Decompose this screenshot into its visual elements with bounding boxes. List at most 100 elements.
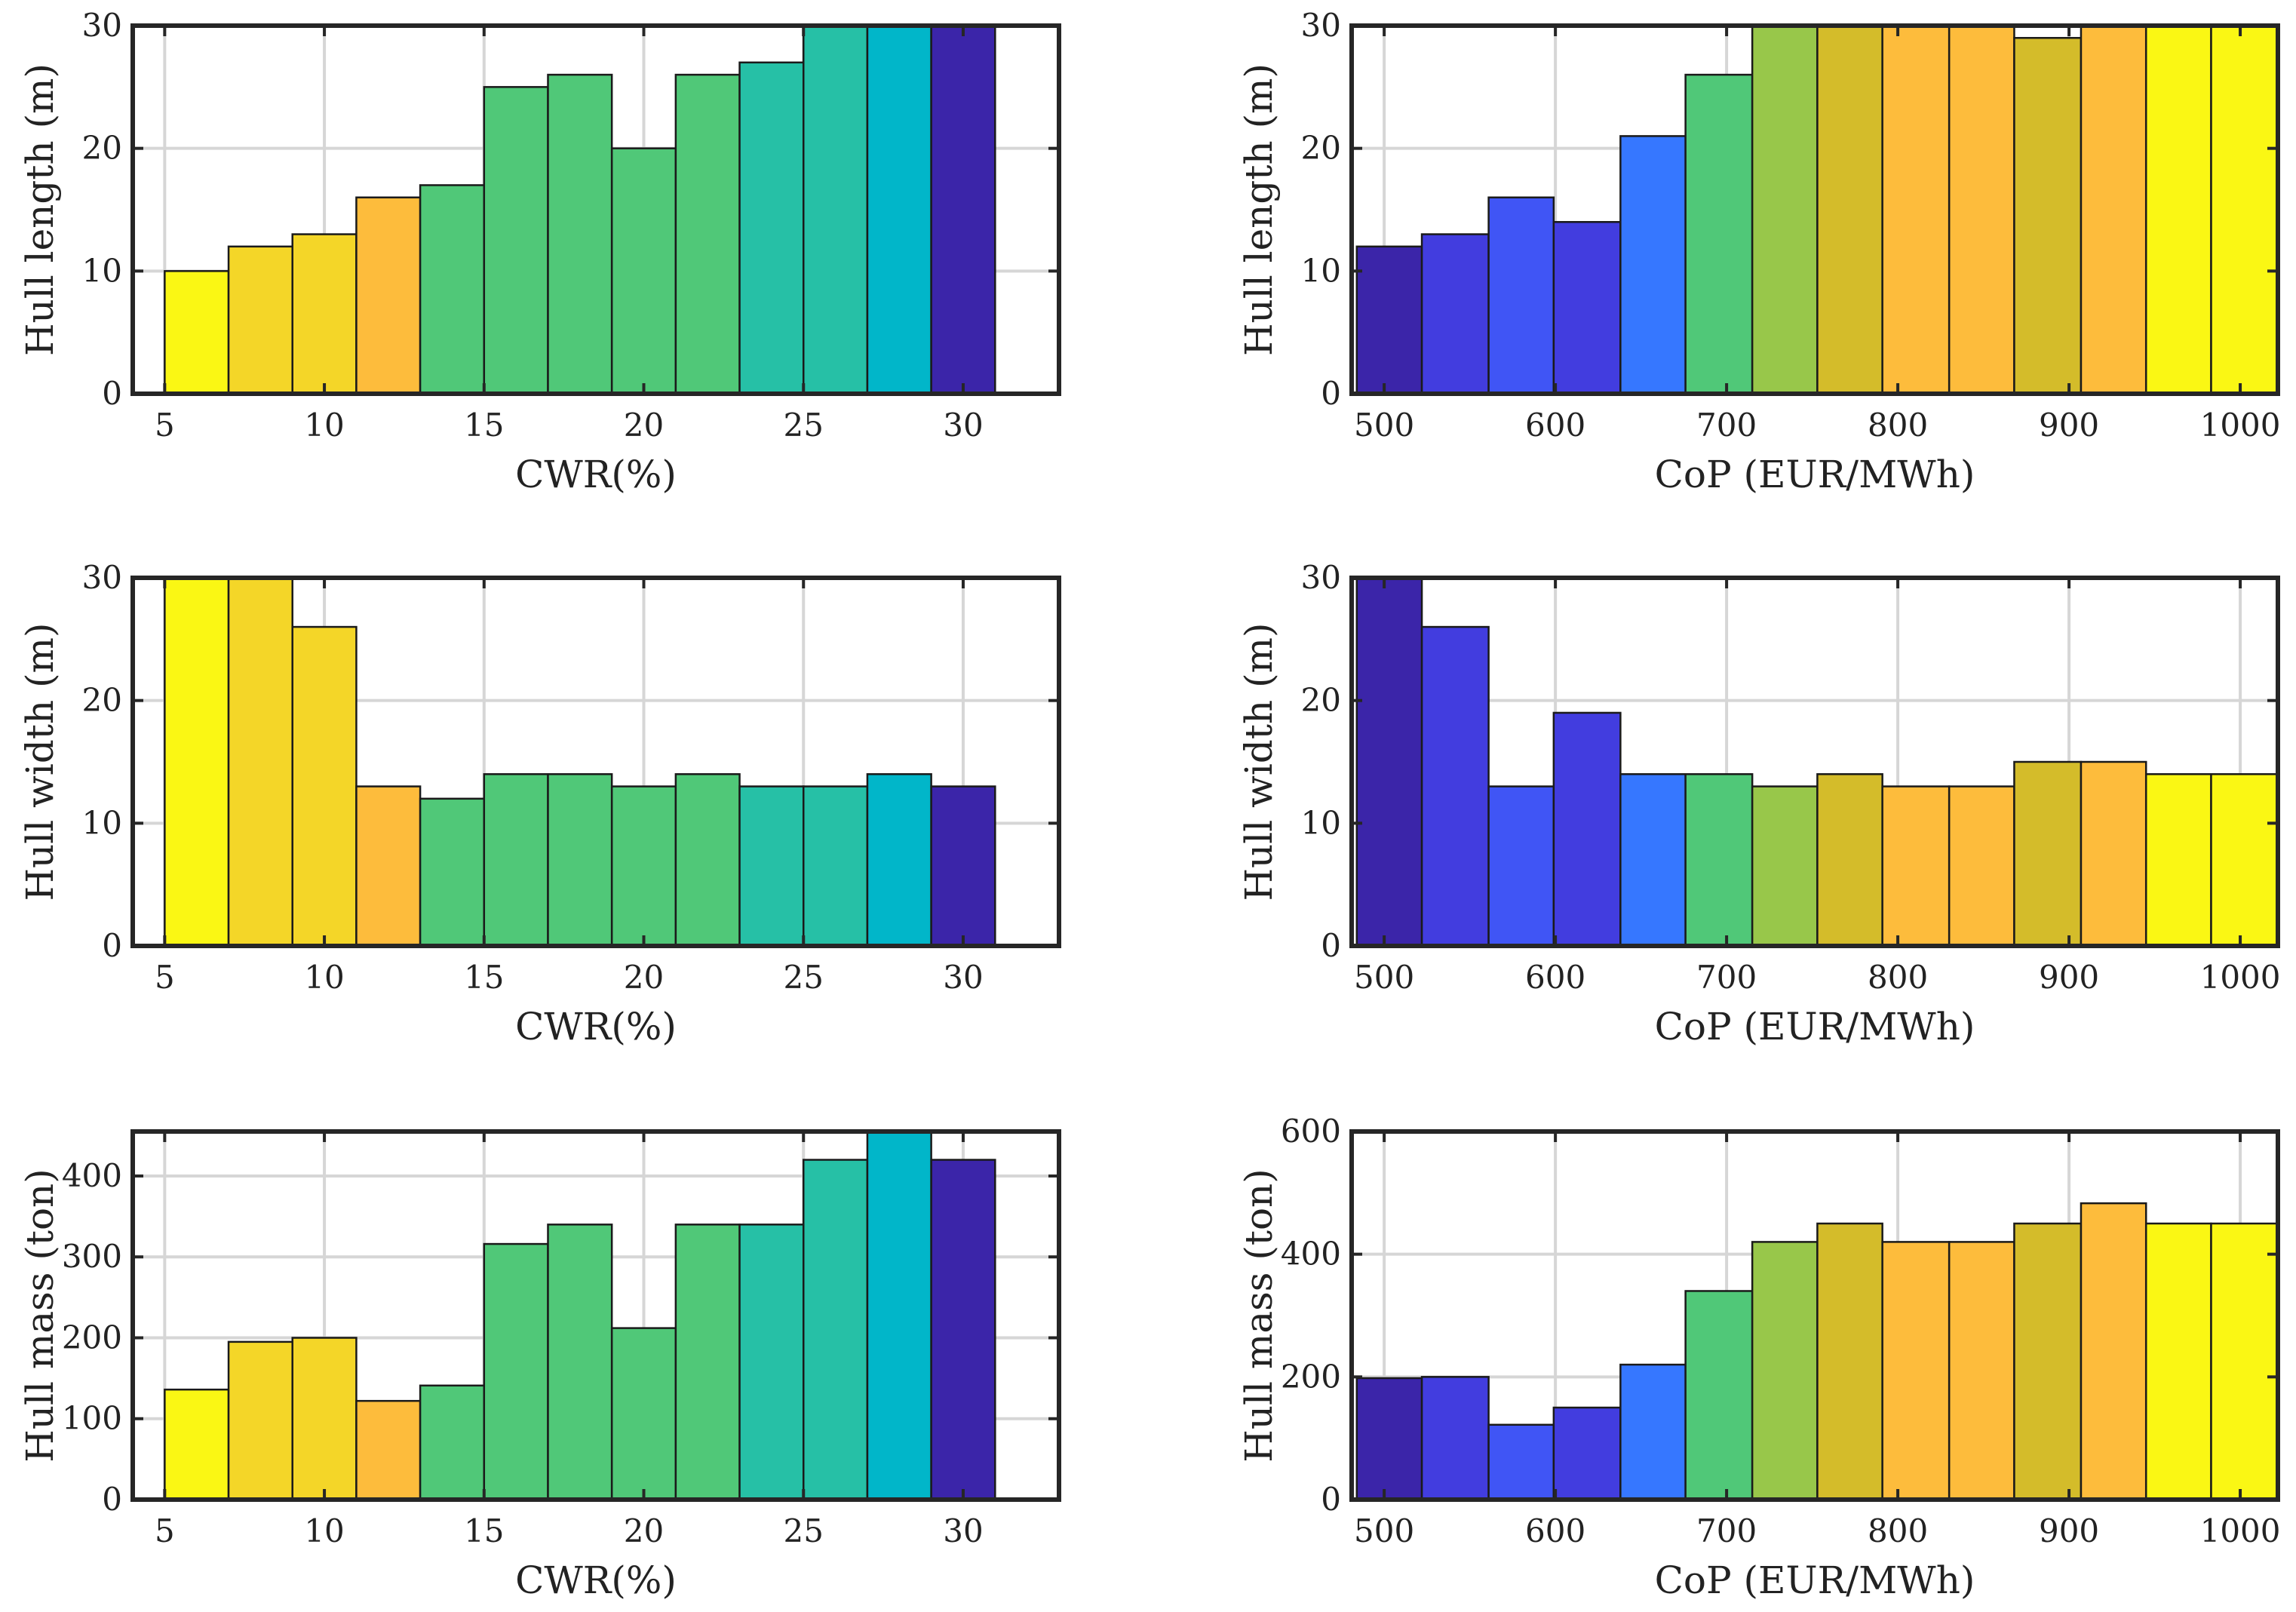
x-tick-label: 900 [2039, 407, 2099, 444]
bar-5 [1619, 773, 1687, 947]
x-axis-label: CoP (EUR/MWh) [1655, 453, 1975, 496]
bar-14 [2210, 1222, 2279, 1501]
bar-11 [802, 24, 869, 395]
x-tick-label: 30 [943, 1512, 983, 1549]
bar-9 [674, 773, 741, 947]
x-tick-label: 5 [155, 407, 175, 444]
chart-width-cwr: 5 10 15 20 25 30 0 10 20 30 CWR(%) Hull width (m) [18, 559, 1061, 1049]
x-tick-label: 20 [624, 959, 664, 996]
x-tick-label: 500 [1354, 407, 1414, 444]
bar-2 [1420, 1376, 1490, 1501]
bar-12 [866, 24, 932, 395]
bar-8 [1816, 773, 1883, 947]
x-tick-label: 15 [464, 959, 504, 996]
bar-8 [1816, 24, 1883, 395]
x-tick-label: 20 [624, 407, 664, 444]
y-tick-label: 20 [82, 682, 122, 719]
axes-box [130, 23, 1061, 396]
y-tick-label: 200 [62, 1319, 122, 1356]
bar-12 [866, 773, 932, 947]
y-tick-label: 0 [102, 375, 122, 412]
x-tick-label: 900 [2039, 1512, 2099, 1549]
x-tick-label: 5 [155, 1512, 175, 1549]
x-tick-label: 15 [464, 1512, 504, 1549]
bar-2 [227, 1340, 293, 1501]
y-tick-label: 30 [1301, 559, 1341, 596]
x-tick-label: 1000 [2200, 1512, 2281, 1549]
x-tick-label: 25 [784, 407, 824, 444]
axes-box [1349, 1129, 2280, 1502]
bar-8 [610, 785, 677, 947]
bar-10 [738, 785, 805, 947]
bar-2 [1420, 233, 1490, 395]
y-tick-label: 100 [62, 1400, 122, 1437]
bar-8 [1816, 1222, 1883, 1501]
x-tick-label: 600 [1525, 407, 1585, 444]
bar-3 [1487, 785, 1555, 947]
axes-box [1349, 23, 2280, 396]
y-tick-label: 30 [82, 7, 122, 44]
bar-6 [1684, 73, 1754, 395]
bar-6 [1684, 1290, 1754, 1501]
bar-10 [1948, 1241, 2015, 1501]
bar-1 [1355, 1377, 1423, 1501]
axes-box [130, 1129, 1061, 1502]
y-tick-label: 600 [1281, 1113, 1341, 1150]
bar-5 [1619, 1363, 1687, 1501]
x-tick-label: 10 [304, 1512, 344, 1549]
bar-2 [227, 576, 293, 947]
bar-12 [866, 1130, 932, 1501]
x-tick-label: 600 [1525, 959, 1585, 996]
y-tick-label: 0 [102, 1481, 122, 1518]
chart-length-cwr: 5 10 15 20 25 30 0 10 20 30 CWR(%) Hull length (m) [18, 7, 1061, 496]
axes-box [1349, 576, 2280, 948]
bar-3 [1487, 1423, 1555, 1501]
x-tick-label: 800 [1868, 959, 1928, 996]
y-tick-label: 10 [1301, 252, 1341, 289]
x-tick-label: 20 [624, 1512, 664, 1549]
bar-11 [802, 785, 869, 947]
chart-width-cop: 500 600 700 800 900 1000 0 10 20 30 CoP (EUR/MWh) H… [1237, 559, 2281, 1049]
bar-10 [1948, 24, 2015, 395]
bar-6 [1684, 773, 1754, 947]
bar-4 [1552, 1406, 1622, 1501]
y-tick-label: 10 [82, 804, 122, 841]
x-tick-label: 800 [1868, 407, 1928, 444]
bar-4 [355, 1399, 422, 1501]
bar-13 [2144, 1222, 2212, 1501]
x-axis-label: CoP (EUR/MWh) [1655, 1005, 1975, 1049]
bar-2 [1420, 625, 1490, 947]
bar-5 [1619, 135, 1687, 395]
bar-3 [1487, 196, 1555, 395]
x-tick-label: 900 [2039, 959, 2099, 996]
bar-13 [930, 1159, 996, 1501]
bar-7 [547, 73, 613, 395]
bar-14 [2210, 24, 2279, 395]
x-tick-label: 800 [1868, 1512, 1928, 1549]
bar-12 [2080, 1202, 2147, 1501]
bar-9 [674, 73, 741, 395]
x-tick-label: 5 [155, 959, 175, 996]
bar-2 [227, 245, 293, 395]
bar-11 [2013, 37, 2083, 395]
y-tick-label: 0 [1321, 375, 1341, 412]
y-tick-label: 20 [82, 130, 122, 167]
bar-6 [483, 773, 549, 947]
y-axis-label: Hull mass (ton) [1237, 1168, 1281, 1463]
x-tick-label: 700 [1696, 407, 1757, 444]
y-tick-label: 20 [1301, 682, 1341, 719]
chart-mass-cop: 500 600 700 800 900 1000 0 200 400 600 CoP (EUR/MW… [1237, 1113, 2281, 1602]
bar-1 [1355, 576, 1423, 947]
bar-8 [610, 1327, 677, 1501]
y-axis-label: Hull width (m) [18, 622, 62, 901]
y-tick-label: 200 [1281, 1358, 1341, 1395]
bar-11 [2013, 760, 2083, 947]
bar-3 [291, 233, 358, 395]
x-tick-label: 1000 [2200, 959, 2281, 996]
bar-12 [2080, 24, 2147, 395]
bar-7 [547, 1224, 613, 1501]
x-axis-label: CoP (EUR/MWh) [1655, 1558, 1975, 1602]
x-tick-label: 1000 [2200, 407, 2281, 444]
bar-10 [738, 61, 805, 395]
